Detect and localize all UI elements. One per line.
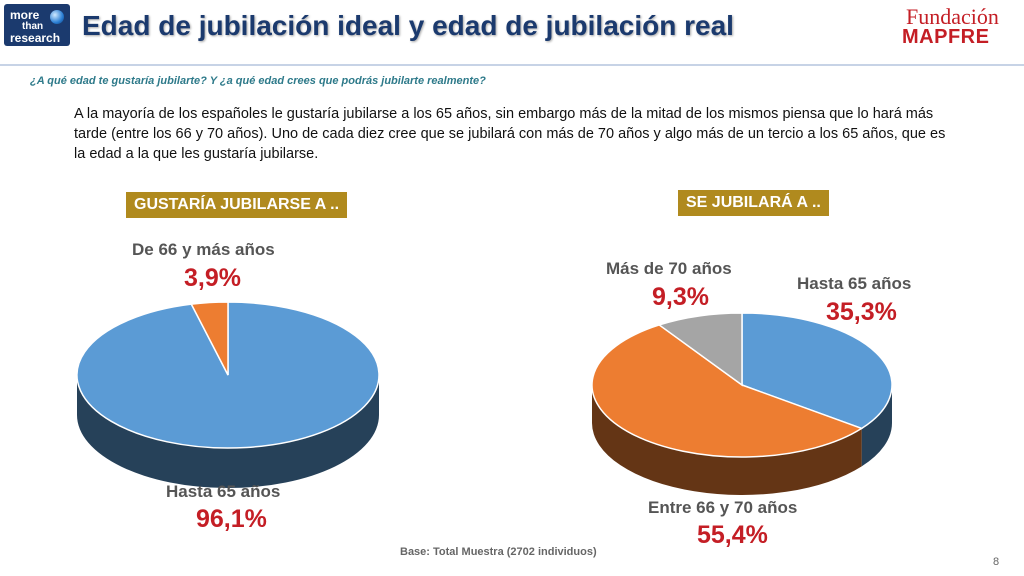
pie1-side-0 (77, 375, 379, 488)
chart1-label-hasta-65: Hasta 65 años (166, 482, 281, 501)
header-divider (0, 64, 1024, 66)
sample-base-note: Base: Total Muestra (2702 individuos) (400, 546, 597, 558)
brand-fundacion: Fundación (906, 4, 999, 29)
chart2-value-hasta-65: 35,3% (826, 298, 897, 326)
more-than-research-logo: more than research (4, 4, 70, 46)
summary-paragraph: A la mayoría de los españoles le gustarí… (74, 106, 946, 162)
pie2-side-1 (592, 385, 862, 496)
globe-icon (50, 10, 64, 24)
chart2-value-mas-70: 9,3% (652, 283, 709, 311)
chart1-title: GUSTARÍA JUBILARSE A .. (126, 192, 348, 218)
survey-question: ¿A qué edad te gustaría jubilarte? Y ¿a … (30, 75, 486, 87)
chart1-value-66-mas: 3,9% (184, 264, 241, 292)
logo-text-research: research (10, 31, 61, 45)
pie2-side-0 (861, 385, 892, 467)
logo-text-more: more (10, 8, 40, 22)
pie-chart-se-jubilara (591, 312, 893, 496)
chart1-value-hasta-65: 96,1% (196, 505, 267, 533)
page-number: 8 (993, 556, 1000, 568)
logo-text-than: than (22, 21, 44, 32)
chart2-label-mas-70: Más de 70 años (606, 259, 732, 278)
pie2-slice-1 (591, 324, 864, 458)
chart2-title: SE JUBILARÁ A .. (678, 190, 829, 216)
pie2-slice-0 (741, 312, 893, 430)
chart2-label-66-70: Entre 66 y 70 años (648, 498, 798, 517)
brand-mapfre: MAPFRE (902, 26, 990, 48)
page-title: Edad de jubilación ideal y edad de jubil… (82, 10, 734, 41)
pie2-slice-2 (657, 312, 743, 387)
chart2-label-hasta-65: Hasta 65 años (797, 274, 912, 293)
chart2-value-66-70: 55,4% (697, 521, 768, 549)
chart1-label-66-mas: De 66 y más años (132, 240, 275, 259)
pie1-slice-1 (190, 301, 229, 376)
pie-chart-gustaria (76, 301, 380, 488)
